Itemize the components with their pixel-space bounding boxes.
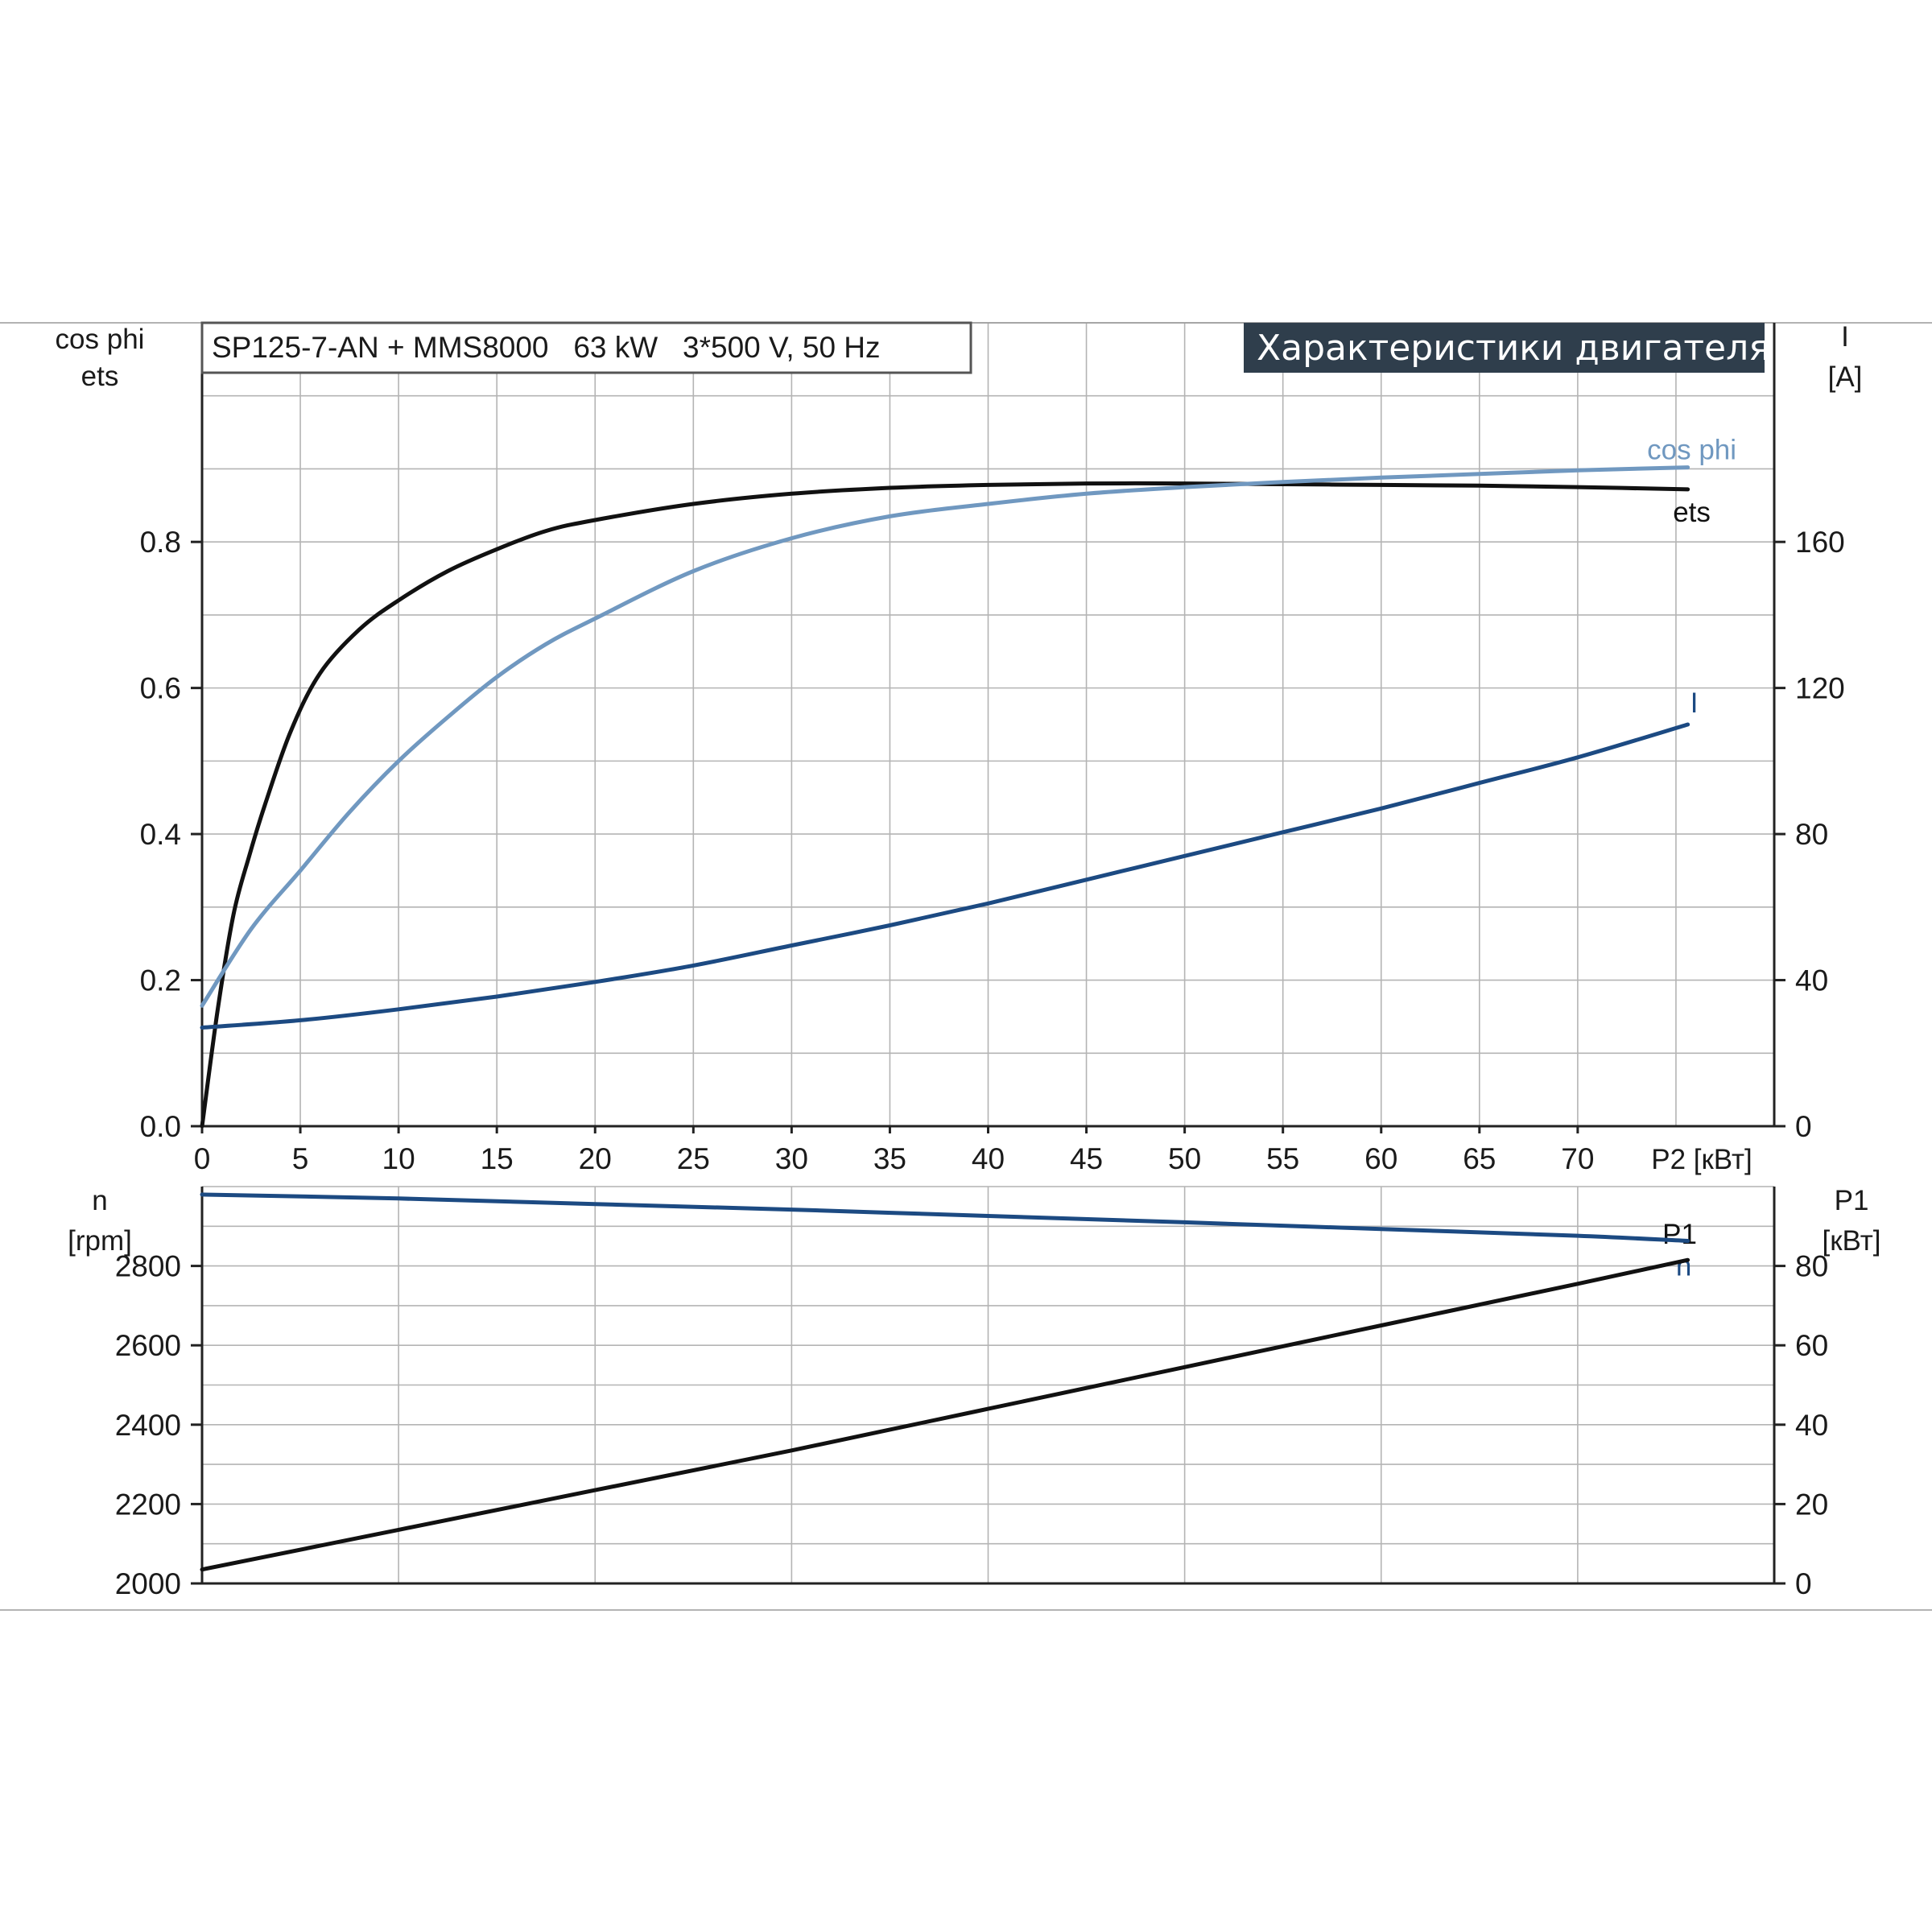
top-left-axis-label-line2: ets xyxy=(81,361,119,392)
p1-tick-label: 40 xyxy=(1795,1409,1828,1442)
top-cos-phi-curve xyxy=(200,465,1690,1008)
top-right-axis-label-line1: I xyxy=(1841,321,1849,353)
bottom-n-curve xyxy=(200,1192,1690,1243)
x-tick-label: 10 xyxy=(382,1142,415,1175)
x-tick-label: 60 xyxy=(1364,1142,1397,1175)
info-text: SP125-7-AN + MMS8000 63 kW 3*500 V, 50 H… xyxy=(212,331,881,364)
x-tick-label: 40 xyxy=(972,1142,1005,1175)
axes xyxy=(191,323,1785,1585)
title-badge-bg xyxy=(1244,323,1765,373)
bottom-left-axis-label-line1: n xyxy=(92,1185,107,1216)
y-right-tick-label: 160 xyxy=(1795,526,1845,559)
bottom-left-axis-label-line2: [rpm] xyxy=(68,1225,132,1257)
title-badge-text: Характеристики двигателя xyxy=(1257,328,1770,369)
x-tick-label: 20 xyxy=(579,1142,612,1175)
i-series-label: I xyxy=(1690,687,1699,719)
x-tick-label: 5 xyxy=(292,1142,309,1175)
n-series-label: n xyxy=(1676,1251,1691,1282)
x-axis-label: P2 [кВт] xyxy=(1651,1144,1752,1175)
p1-tick-label: 60 xyxy=(1795,1329,1828,1362)
y-right-tick-label: 80 xyxy=(1795,818,1828,851)
n-tick-label: 2200 xyxy=(115,1488,181,1521)
data-curves xyxy=(200,465,1690,1572)
y-left-tick-label: 0.8 xyxy=(140,526,181,559)
p1-tick-label: 80 xyxy=(1795,1250,1828,1283)
bottom-right-axis-label-line1: P1 xyxy=(1835,1185,1869,1216)
top-i-curve xyxy=(200,722,1690,1030)
n-tick-label: 2600 xyxy=(115,1329,181,1362)
y-left-tick-label: 0.4 xyxy=(140,818,181,851)
p1-series-label: P1 xyxy=(1662,1219,1697,1250)
x-tick-label: 70 xyxy=(1561,1142,1594,1175)
top-right-axis-label-line2: [A] xyxy=(1828,361,1863,393)
y-right-tick-label: 0 xyxy=(1795,1110,1812,1143)
x-tick-label: 55 xyxy=(1266,1142,1299,1175)
x-tick-label: 50 xyxy=(1168,1142,1201,1175)
title-badge: Характеристики двигателя xyxy=(1244,323,1770,373)
grid-lines xyxy=(202,322,1774,1583)
x-tick-label: 15 xyxy=(481,1142,514,1175)
n-tick-label: 2000 xyxy=(115,1567,181,1600)
info-box: SP125-7-AN + MMS8000 63 kW 3*500 V, 50 H… xyxy=(200,321,972,374)
bottom-p1-curve xyxy=(200,1257,1690,1572)
bottom-right-axis-label-line2: [кВт] xyxy=(1823,1225,1881,1257)
n-tick-label: 2400 xyxy=(115,1409,181,1442)
p1-tick-label: 20 xyxy=(1795,1488,1828,1521)
x-tick-label: 25 xyxy=(677,1142,710,1175)
top-left-axis-label-line1: cos phi xyxy=(56,324,145,355)
x-tick-label: 65 xyxy=(1463,1142,1496,1175)
tick-labels: 0 5 10 15 20 25 30 35 40 45 50 55 60 65 70 0.0 0.2 0.4 0.6… xyxy=(115,435,1845,1600)
p1-tick-label: 0 xyxy=(1795,1567,1812,1600)
n-tick-label: 2800 xyxy=(115,1250,181,1283)
x-tick-label: 45 xyxy=(1070,1142,1103,1175)
top-ets-curve xyxy=(200,481,1690,1129)
cos-phi-series-label: cos phi xyxy=(1647,435,1736,466)
x-tick-label: 0 xyxy=(194,1142,211,1175)
x-tick-label: 35 xyxy=(873,1142,906,1175)
y-left-tick-label: 0.0 xyxy=(140,1110,181,1143)
y-right-tick-label: 120 xyxy=(1795,672,1845,705)
x-tick-label: 30 xyxy=(775,1142,808,1175)
ets-series-label: ets xyxy=(1673,497,1711,528)
y-right-tick-label: 40 xyxy=(1795,964,1828,997)
y-left-tick-label: 0.2 xyxy=(140,964,181,997)
y-left-tick-label: 0.6 xyxy=(140,672,181,705)
